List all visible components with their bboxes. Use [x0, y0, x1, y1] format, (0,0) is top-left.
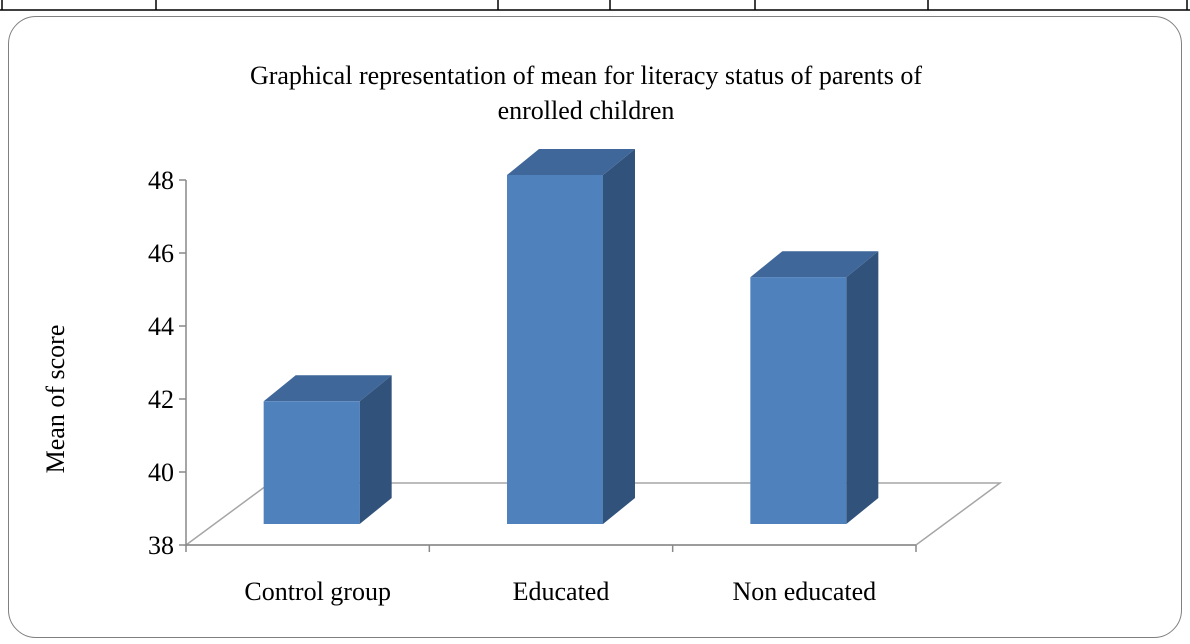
bar-front-face: [507, 175, 603, 524]
y-tick-label: 48: [148, 166, 174, 195]
bars: [263, 149, 879, 524]
y-axis: 38 40 42 44 46 48: [148, 166, 187, 560]
bar-top-face: [750, 251, 879, 278]
y-tick-label: 40: [148, 458, 174, 487]
y-tick-label: 42: [148, 385, 174, 414]
bar: [263, 375, 392, 524]
y-tick-label: 44: [148, 312, 174, 341]
y-tick-label: 38: [148, 531, 174, 560]
bar: [507, 149, 635, 524]
x-axis: [185, 544, 917, 552]
chart-frame: [8, 16, 1182, 638]
bar-front-face: [750, 277, 847, 524]
bar: [750, 251, 879, 524]
table-fragment: [0, 0, 1190, 11]
chart-title-line-1: Graphical representation of mean for lit…: [250, 61, 922, 90]
bar-front-face: [263, 401, 360, 524]
category-label: Educated: [513, 577, 610, 606]
bar-top-face: [263, 375, 392, 402]
category-label: Control group: [244, 577, 391, 606]
y-axis-label: Mean of score: [41, 325, 70, 474]
bar-side-face: [359, 375, 392, 524]
bar-side-face: [603, 149, 635, 524]
category-label: Non educated: [732, 577, 876, 606]
chart-title-line-2: enrolled children: [498, 96, 675, 125]
category-labels: Control group Educated Non educated: [244, 577, 876, 606]
bar-top-face: [507, 149, 635, 175]
y-tick-label: 46: [148, 239, 174, 268]
bar-side-face: [846, 251, 879, 524]
